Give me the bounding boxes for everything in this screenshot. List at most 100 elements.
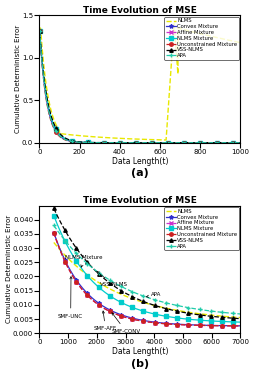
NLMS Mixture [127, 304, 130, 308]
NLMS [198, 32, 201, 36]
Text: SMF-UNC: SMF-UNC [58, 277, 83, 319]
Text: (b): (b) [130, 359, 148, 369]
VSS-NLMS [71, 241, 74, 245]
NLMS [200, 312, 203, 316]
VSS-NLMS [198, 140, 201, 145]
Convex Mixture [71, 272, 74, 277]
Text: APA: APA [145, 292, 161, 297]
Affine Mixture [180, 322, 183, 327]
Convex Mixture [197, 323, 200, 327]
NLMS Mixture [200, 318, 203, 322]
VSS-NLMS [180, 310, 183, 314]
NLMS [238, 40, 241, 45]
Affine Mixture [119, 141, 122, 145]
Affine Mixture [127, 316, 130, 321]
NLMS [58, 131, 61, 136]
Affine Mixture [198, 141, 201, 145]
VSS-NLMS [194, 140, 197, 145]
APA [180, 304, 183, 309]
Legend: NLMS, Convex Mixture, Affine Mixture, NLMS Mixture, Unconstrained Mixture, VSS-N: NLMS, Convex Mixture, Affine Mixture, NL… [164, 207, 238, 250]
Unconstrained Mixture [238, 324, 241, 328]
VSS-NLMS [119, 140, 122, 145]
Unconstrained Mixture [197, 323, 200, 328]
NLMS Mixture [198, 140, 201, 145]
X-axis label: Data Length(t): Data Length(t) [111, 156, 168, 165]
Convex Mixture [119, 141, 122, 145]
Unconstrained Mixture [134, 318, 137, 322]
APA [127, 288, 130, 292]
APA [126, 141, 129, 145]
Legend: NLMS, Convex Mixture, Affine Mixture, NLMS Mixture, Unconstrained Mixture, VSS-N: NLMS, Convex Mixture, Affine Mixture, NL… [164, 17, 238, 60]
VSS-NLMS [197, 313, 200, 317]
Affine Mixture [238, 324, 241, 328]
Convex Mixture [127, 315, 130, 320]
NLMS [172, 22, 175, 26]
NLMS Mixture [238, 320, 241, 324]
APA [71, 248, 74, 252]
APA [58, 134, 61, 139]
NLMS Mixture [197, 318, 200, 322]
Convex Mixture [58, 134, 61, 139]
VSS-NLMS [238, 316, 241, 321]
Convex Mixture [198, 141, 201, 145]
Line: NLMS Mixture: NLMS Mixture [38, 29, 241, 144]
Y-axis label: Cumulative Deterministic Error: Cumulative Deterministic Error [6, 215, 11, 324]
Convex Mixture [194, 141, 197, 145]
Unconstrained Mixture [175, 141, 178, 145]
APA [198, 141, 201, 145]
Affine Mixture [126, 141, 129, 145]
Convex Mixture [238, 141, 241, 145]
Affine Mixture [58, 134, 61, 138]
Text: SMF-AFF: SMF-AFF [94, 311, 117, 332]
APA [134, 291, 137, 296]
Line: Convex Mixture: Convex Mixture [37, 29, 242, 145]
APA [119, 141, 122, 145]
Line: APA: APA [52, 224, 242, 316]
Affine Mixture [134, 318, 137, 322]
Unconstrained Mixture [238, 141, 241, 145]
APA [200, 308, 203, 312]
NLMS [238, 315, 241, 320]
Convex Mixture [52, 230, 55, 235]
Convex Mixture [134, 317, 137, 321]
APA [175, 141, 178, 145]
Affine Mixture [197, 323, 200, 328]
NLMS Mixture [238, 140, 241, 145]
NLMS [127, 295, 130, 300]
Line: NLMS: NLMS [54, 243, 240, 318]
NLMS Mixture [134, 306, 137, 311]
NLMS Mixture [119, 140, 122, 145]
Line: Affine Mixture: Affine Mixture [37, 29, 242, 145]
Unconstrained Mixture [119, 141, 122, 145]
Affine Mixture [200, 323, 203, 328]
VSS-NLMS [52, 206, 55, 211]
NLMS [126, 136, 129, 141]
Unconstrained Mixture [52, 230, 55, 235]
Text: SMF-CONV: SMF-CONV [111, 313, 140, 334]
NLMS [119, 136, 122, 141]
Text: VSS-NLMS: VSS-NLMS [97, 272, 127, 287]
Convex Mixture [238, 324, 241, 328]
Line: Unconstrained Mixture: Unconstrained Mixture [52, 231, 241, 328]
Line: NLMS: NLMS [39, 24, 240, 140]
APA [238, 141, 241, 145]
NLMS [134, 298, 137, 302]
Unconstrained Mixture [58, 135, 61, 139]
Convex Mixture [180, 322, 183, 327]
Affine Mixture [38, 29, 41, 33]
Line: Convex Mixture: Convex Mixture [52, 231, 242, 328]
Title: Time Evolution of MSE: Time Evolution of MSE [83, 196, 196, 205]
Unconstrained Mixture [38, 29, 41, 33]
VSS-NLMS [200, 313, 203, 318]
APA [52, 223, 55, 228]
Unconstrained Mixture [198, 141, 201, 145]
Unconstrained Mixture [180, 322, 183, 327]
VSS-NLMS [38, 28, 41, 33]
Affine Mixture [238, 141, 241, 145]
Unconstrained Mixture [127, 316, 130, 321]
Line: NLMS Mixture: NLMS Mixture [52, 214, 241, 324]
Line: Affine Mixture: Affine Mixture [52, 231, 242, 328]
NLMS Mixture [52, 213, 55, 218]
Convex Mixture [38, 29, 41, 33]
NLMS [71, 261, 74, 265]
